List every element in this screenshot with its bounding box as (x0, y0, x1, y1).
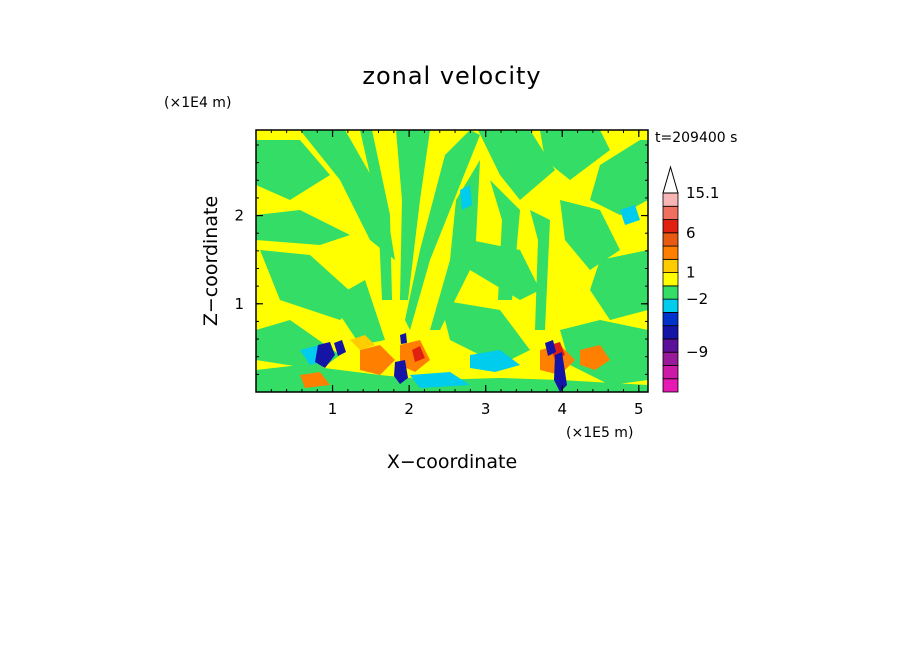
x-scale-note: (×1E5 m) (566, 425, 633, 441)
colorbar-swatch (662, 325, 679, 340)
contour-field (256, 130, 648, 392)
colorbar-label: −2 (686, 290, 708, 308)
contour-region (300, 372, 330, 388)
colorbar-swatch (662, 338, 679, 353)
colorbar-label: 1 (686, 264, 696, 282)
colorbar-swatch (662, 311, 679, 327)
contour-region (400, 333, 407, 344)
contour-region (440, 300, 530, 365)
y-scale-note: (×1E4 m) (164, 95, 231, 111)
colorbar-swatch (662, 285, 679, 300)
x-tick-label: 4 (557, 400, 567, 418)
contour-region (330, 280, 385, 345)
contour-region (360, 345, 395, 375)
contour-region (560, 200, 620, 270)
plot-frame (255, 129, 649, 393)
x-tick-label: 1 (328, 400, 338, 418)
contour-region (360, 130, 392, 300)
contour-region (470, 350, 520, 372)
contour-region (256, 140, 330, 200)
colorbar-swatch (662, 219, 679, 234)
contour-region (460, 185, 472, 210)
contour-region (545, 340, 556, 356)
colorbar-swatch (662, 258, 679, 274)
contour-region (315, 342, 335, 368)
y-axis: 12 (234, 144, 648, 375)
colorbar-swatch (662, 351, 679, 366)
contour-region (256, 365, 648, 392)
x-tick-label: 2 (404, 400, 414, 418)
contour-region (580, 345, 610, 370)
colorbar: −9 −2 1 6 15.1 (662, 165, 719, 393)
chart-title: zonal velocity (362, 62, 541, 90)
contour-region (478, 130, 555, 200)
colorbar-swatch (662, 365, 679, 380)
time-label: t=209400 s (655, 130, 737, 146)
colorbar-swatch (662, 272, 679, 287)
colorbar-label: −9 (686, 343, 708, 361)
contour-region (530, 210, 550, 330)
colorbar-swatch (662, 378, 679, 393)
contour-region (590, 140, 648, 215)
y-tick-label: 2 (234, 207, 244, 225)
colorbar-swatch (662, 192, 679, 207)
contour-region (350, 335, 375, 350)
contour-region (540, 130, 610, 180)
y-axis-title: Z−coordinate (200, 196, 222, 326)
contour-region (490, 180, 520, 300)
contour-region (396, 130, 430, 300)
contour-region (620, 205, 640, 225)
contour-region (394, 360, 408, 384)
colorbar-swatch (662, 245, 679, 260)
contour-region (334, 340, 346, 356)
colorbar-label: 6 (686, 224, 696, 242)
x-axis-title: X−coordinate (387, 451, 517, 473)
contour-region (410, 372, 470, 388)
contour-region (256, 210, 350, 245)
contour-region (590, 250, 648, 320)
colorbar-swatch (662, 298, 679, 313)
colorbar-max-arrow (662, 165, 679, 194)
x-tick-label: 3 (481, 400, 491, 418)
contour-region (300, 130, 395, 260)
contour-region (554, 352, 567, 392)
colorbar-swatch (662, 205, 679, 220)
x-tick-label: 5 (634, 400, 644, 418)
contour-region (412, 346, 425, 362)
y-tick-label: 1 (234, 295, 244, 313)
colorbar-label: 15.1 (686, 184, 719, 202)
colorbar-swatch (662, 232, 679, 247)
contour-region (405, 130, 480, 330)
